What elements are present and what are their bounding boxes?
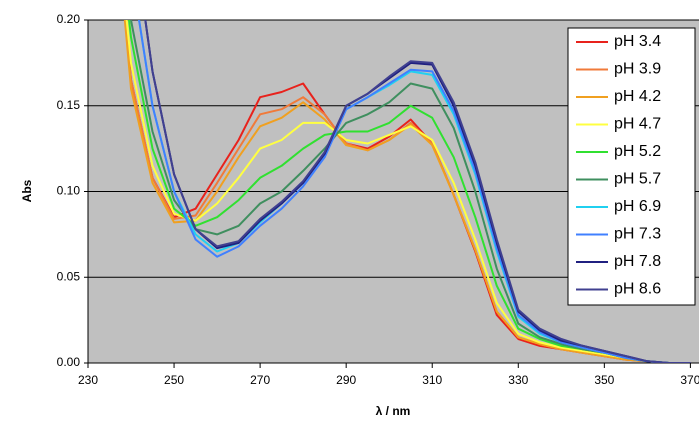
legend-label: pH 3.9 [614, 61, 661, 78]
series-group [123, 20, 691, 363]
x-tick-label: 310 [422, 373, 442, 387]
x-axis-label: λ / nm [376, 404, 411, 418]
legend-label: pH 7.3 [614, 226, 661, 243]
legend-label: pH 4.7 [614, 116, 661, 133]
legend-label: pH 6.9 [614, 198, 661, 215]
series-line [123, 20, 691, 363]
x-tick-label: 230 [78, 373, 98, 387]
x-tick-label: 270 [250, 373, 270, 387]
y-tick-label: 0.05 [57, 269, 81, 283]
y-tick-label: 0.00 [57, 355, 81, 369]
x-tick-label: 350 [594, 373, 614, 387]
x-tick-label: 330 [508, 373, 528, 387]
legend-label: pH 8.6 [614, 281, 661, 298]
y-tick-label: 0.15 [57, 98, 81, 112]
legend-box [567, 27, 696, 306]
series-line [125, 20, 691, 363]
x-tick-label: 250 [164, 373, 184, 387]
legend-label: pH 7.8 [614, 253, 661, 270]
series-line [138, 20, 691, 363]
y-tick-label: 0.20 [57, 12, 81, 26]
x-tick-label: 290 [336, 373, 356, 387]
legend-label: pH 3.4 [614, 33, 661, 50]
legend-label: pH 4.2 [614, 88, 661, 105]
x-tick-label: 370 [680, 373, 699, 387]
y-axis-label: Abs [20, 179, 34, 202]
legend-label: pH 5.7 [614, 171, 661, 188]
y-tick-label: 0.10 [57, 184, 81, 198]
series-line [144, 20, 691, 363]
legend-label: pH 5.2 [614, 143, 661, 160]
